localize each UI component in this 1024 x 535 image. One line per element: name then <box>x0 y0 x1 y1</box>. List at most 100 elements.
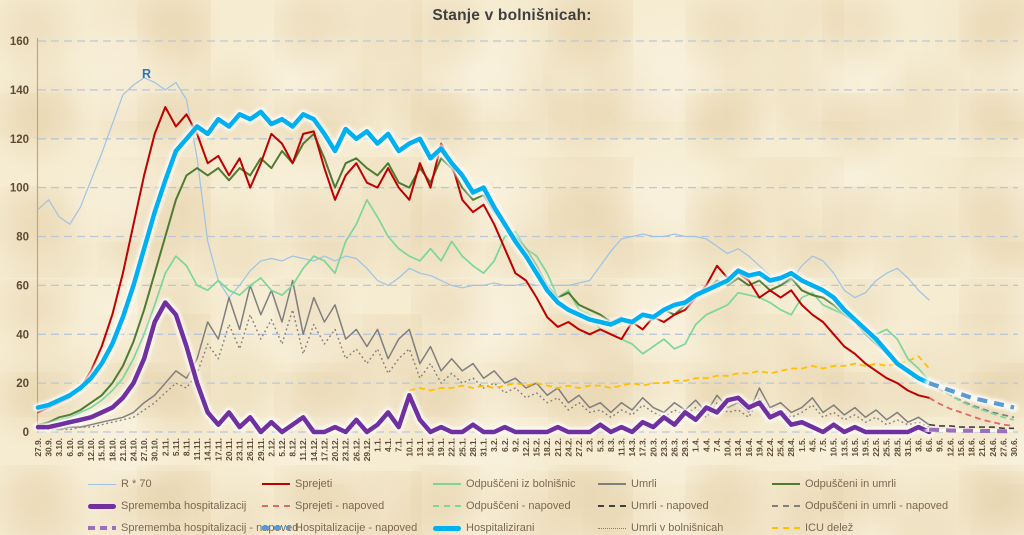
svg-text:31.1.: 31.1. <box>479 438 489 457</box>
svg-text:4.1.: 4.1. <box>383 438 393 452</box>
legend-item-sprememba: Sprememba hospitalizacij <box>88 499 246 513</box>
legend-swatch-hospitalizacije_napoved <box>262 526 290 530</box>
svg-text:30.10.: 30.10. <box>150 438 160 461</box>
legend-label: Odpuščeni - napoved <box>466 500 571 512</box>
svg-text:22.1.: 22.1. <box>447 438 457 457</box>
legend-label: Sprejeti <box>295 478 333 490</box>
svg-text:25.4.: 25.4. <box>776 438 786 457</box>
legend-swatch-sprememba <box>88 503 116 509</box>
legend-swatch-odpusceni_umrli <box>772 483 800 485</box>
legend-label: Umrli <box>631 478 657 490</box>
svg-text:27.9.: 27.9. <box>33 438 43 457</box>
legend-label: Umrli v bolnišnicah <box>631 522 724 534</box>
svg-text:6.2.: 6.2. <box>500 438 510 452</box>
svg-text:8.11.: 8.11. <box>182 438 192 456</box>
svg-text:12.2.: 12.2. <box>521 438 531 457</box>
svg-text:19.4.: 19.4. <box>754 438 764 457</box>
svg-text:7.5.: 7.5. <box>818 438 828 452</box>
legend-swatch-icu <box>772 527 800 529</box>
svg-text:24.10.: 24.10. <box>129 438 139 461</box>
svg-text:28.4.: 28.4. <box>786 438 796 457</box>
svg-text:5.11.: 5.11. <box>171 438 181 456</box>
svg-text:40: 40 <box>16 329 29 341</box>
legend-item-umrli_napoved: Umrli - napoved <box>598 499 709 513</box>
svg-text:27.6.: 27.6. <box>998 438 1008 457</box>
legend-label: Hospitalizirani <box>466 522 535 534</box>
svg-text:5.12.: 5.12. <box>277 438 287 457</box>
svg-text:14.11.: 14.11. <box>203 438 213 461</box>
svg-text:25.5.: 25.5. <box>882 438 892 457</box>
svg-text:10.1.: 10.1. <box>404 438 414 457</box>
svg-text:4.4.: 4.4. <box>701 438 711 452</box>
svg-text:23.3.: 23.3. <box>659 438 669 457</box>
r-annotation: R <box>142 67 151 81</box>
svg-text:20.12.: 20.12. <box>330 438 340 461</box>
svg-text:23.12.: 23.12. <box>341 438 351 461</box>
legend-item-odpusceni: Odpuščeni iz bolnišnic <box>433 477 575 491</box>
svg-text:16.5.: 16.5. <box>850 438 860 457</box>
legend-label: Sprememba hospitalizacij - napoved <box>121 522 299 534</box>
series-umrli <box>37 279 930 431</box>
svg-text:9.2.: 9.2. <box>510 438 520 452</box>
svg-text:31.5.: 31.5. <box>903 438 913 457</box>
series-icu <box>409 355 930 392</box>
legend-label: Hospitalizacije - napoved <box>295 522 418 534</box>
svg-text:16.4.: 16.4. <box>744 438 754 457</box>
svg-text:11.11.: 11.11. <box>192 438 202 460</box>
svg-text:29.3.: 29.3. <box>680 438 690 457</box>
svg-text:11.3.: 11.3. <box>617 438 627 456</box>
svg-text:10.4.: 10.4. <box>723 438 733 457</box>
svg-text:80: 80 <box>16 232 29 244</box>
svg-text:10.5.: 10.5. <box>829 438 839 457</box>
series-umrli_napoved <box>929 423 1014 430</box>
series-sprememba_napoved <box>924 425 1019 436</box>
svg-text:140: 140 <box>10 85 29 97</box>
svg-text:26.3.: 26.3. <box>670 438 680 457</box>
legend-swatch-sprejeti <box>262 483 290 485</box>
svg-text:18.2.: 18.2. <box>542 438 552 457</box>
legend-swatch-umrli_bolnisnice <box>598 527 626 529</box>
svg-text:15.10.: 15.10. <box>97 438 107 461</box>
svg-text:30.6.: 30.6. <box>1009 438 1019 457</box>
svg-text:12.6.: 12.6. <box>945 438 955 457</box>
legend-item-odpusceni_napoved: Odpuščeni - napoved <box>433 499 571 513</box>
svg-text:28.1.: 28.1. <box>468 438 478 457</box>
legend-item-hospitalizacije_napoved: Hospitalizacije - napoved <box>262 521 417 535</box>
svg-text:27.2.: 27.2. <box>574 438 584 457</box>
svg-text:160: 160 <box>10 36 29 48</box>
svg-text:21.10.: 21.10. <box>118 438 128 461</box>
svg-text:5.3.: 5.3. <box>595 438 605 452</box>
legend-item-umrli_bolnisnice: Umrli v bolnišnicah <box>598 521 723 535</box>
legend-swatch-sprememba_napoved <box>88 526 116 530</box>
legend-item-icu: ICU delež <box>772 521 853 535</box>
svg-text:23.11.: 23.11. <box>235 438 245 461</box>
svg-text:25.1.: 25.1. <box>457 438 467 457</box>
svg-text:15.2.: 15.2. <box>532 438 542 457</box>
svg-text:6.10.: 6.10. <box>65 438 75 457</box>
legend-swatch-sprejeti_napoved <box>262 505 290 507</box>
x-axis-labels: 27.9. 30.9. 3.10. 6.10. 9.10. 12.10. 15.10. 18.… <box>33 438 1019 461</box>
svg-text:3.10.: 3.10. <box>54 438 64 457</box>
svg-text:8.12.: 8.12. <box>288 438 298 457</box>
svg-text:4.5.: 4.5. <box>807 438 817 452</box>
svg-text:17.12.: 17.12. <box>319 438 329 461</box>
legend-item-r70: R * 70 <box>88 477 152 491</box>
legend-label: Odpuščeni in umrli - napoved <box>805 500 949 512</box>
svg-text:24.6.: 24.6. <box>988 438 998 457</box>
legend-label: Sprememba hospitalizacij <box>121 500 247 512</box>
svg-text:26.11.: 26.11. <box>245 438 255 461</box>
series-odpusceni <box>37 198 930 426</box>
legend-swatch-umrli <box>598 483 626 485</box>
svg-text:21.6.: 21.6. <box>977 438 987 457</box>
svg-text:12.10.: 12.10. <box>86 438 96 461</box>
svg-text:15.6.: 15.6. <box>956 438 966 457</box>
legend-swatch-umrli_napoved <box>598 505 626 507</box>
legend-label: Umrli - napoved <box>631 500 709 512</box>
legend-swatch-r70 <box>88 483 116 485</box>
svg-text:11.12.: 11.12. <box>298 438 308 461</box>
svg-text:19.1.: 19.1. <box>436 438 446 457</box>
svg-text:17.11.: 17.11. <box>213 438 223 461</box>
svg-text:0: 0 <box>23 427 29 439</box>
